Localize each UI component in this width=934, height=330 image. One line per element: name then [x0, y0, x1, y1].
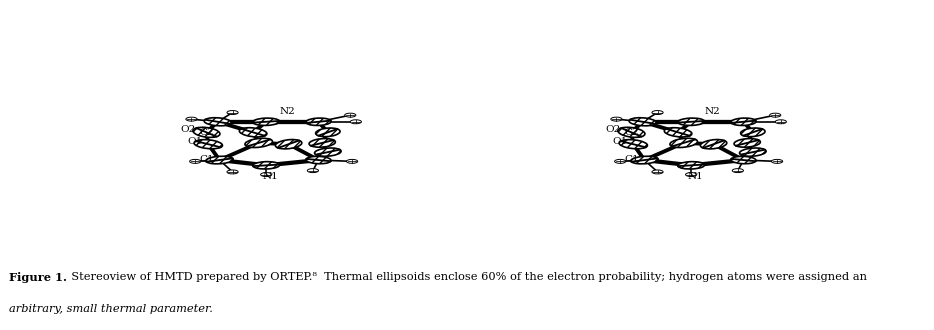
- Ellipse shape: [315, 148, 341, 156]
- Ellipse shape: [611, 117, 622, 121]
- Ellipse shape: [253, 118, 279, 125]
- Ellipse shape: [700, 140, 727, 149]
- Ellipse shape: [347, 159, 358, 163]
- Ellipse shape: [732, 169, 743, 173]
- Text: C2: C2: [199, 128, 214, 137]
- Ellipse shape: [775, 120, 786, 124]
- Text: O2: O2: [605, 125, 620, 134]
- Ellipse shape: [350, 120, 361, 124]
- Ellipse shape: [205, 118, 231, 126]
- Ellipse shape: [619, 140, 647, 149]
- Ellipse shape: [194, 140, 222, 149]
- Ellipse shape: [678, 118, 704, 125]
- Ellipse shape: [239, 128, 267, 137]
- Ellipse shape: [615, 159, 626, 163]
- Ellipse shape: [741, 128, 765, 137]
- Text: C2: C2: [624, 128, 639, 137]
- Ellipse shape: [652, 170, 663, 174]
- Ellipse shape: [316, 128, 340, 137]
- Ellipse shape: [227, 111, 238, 115]
- Ellipse shape: [307, 169, 318, 173]
- Ellipse shape: [678, 162, 704, 169]
- Text: C1: C1: [199, 155, 214, 164]
- Ellipse shape: [276, 140, 302, 149]
- Ellipse shape: [245, 138, 273, 148]
- Ellipse shape: [261, 173, 272, 177]
- Ellipse shape: [734, 139, 760, 147]
- Ellipse shape: [630, 156, 658, 164]
- Text: N2: N2: [704, 108, 720, 116]
- Ellipse shape: [186, 117, 197, 121]
- Ellipse shape: [740, 148, 766, 156]
- Ellipse shape: [309, 139, 335, 147]
- Ellipse shape: [193, 127, 219, 137]
- Text: Figure 1.: Figure 1.: [9, 272, 67, 283]
- Ellipse shape: [306, 156, 331, 164]
- Ellipse shape: [306, 118, 331, 125]
- Text: C1: C1: [624, 155, 639, 164]
- Text: O1: O1: [613, 137, 628, 146]
- Ellipse shape: [630, 118, 656, 126]
- Ellipse shape: [618, 127, 644, 137]
- Ellipse shape: [345, 113, 356, 117]
- Text: arbitrary, small thermal parameter.: arbitrary, small thermal parameter.: [9, 304, 213, 314]
- Text: O2: O2: [180, 125, 195, 134]
- Text: N1: N1: [262, 172, 278, 181]
- Ellipse shape: [731, 156, 756, 164]
- Ellipse shape: [253, 162, 279, 169]
- Text: N2: N2: [279, 108, 295, 116]
- Ellipse shape: [686, 173, 697, 177]
- Text: Stereoview of HMTD prepared by ORTEP.⁸  Thermal ellipsoids enclose 60% of the el: Stereoview of HMTD prepared by ORTEP.⁸ T…: [64, 272, 868, 282]
- Ellipse shape: [664, 128, 692, 137]
- Ellipse shape: [731, 118, 756, 125]
- Ellipse shape: [190, 159, 201, 163]
- Text: N1: N1: [687, 172, 703, 181]
- Ellipse shape: [652, 111, 663, 115]
- Ellipse shape: [205, 156, 234, 164]
- Text: O1: O1: [188, 137, 203, 146]
- Ellipse shape: [771, 159, 783, 163]
- Ellipse shape: [670, 138, 698, 148]
- Ellipse shape: [770, 113, 781, 117]
- Ellipse shape: [227, 170, 238, 174]
